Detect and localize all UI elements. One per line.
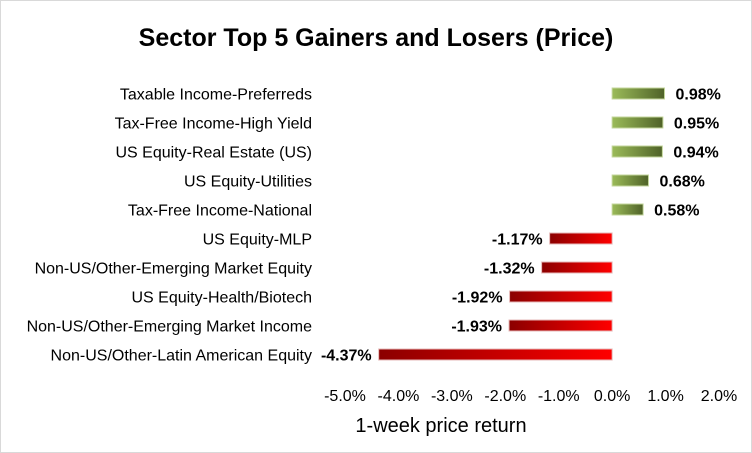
bars-layer — [378, 87, 666, 361]
data-labels: 0.98% 0.95% 0.94% 0.68% 0.58% -1.17% -1.32% -1.… — [321, 87, 721, 365]
x-tick-label: -2.0% — [484, 388, 526, 405]
data-label: 0.98% — [676, 87, 721, 104]
chart-title: Sector Top 5 Gainers and Losers (Price) — [139, 24, 614, 52]
data-label: -1.92% — [452, 290, 503, 307]
bar — [611, 145, 663, 158]
bar — [508, 319, 613, 332]
x-axis-title: 1-week price return — [355, 415, 526, 437]
category-label: Tax-Free Income-High Yield — [115, 116, 312, 133]
data-label: 0.95% — [674, 116, 719, 133]
x-tick-label: -4.0% — [378, 388, 420, 405]
category-label: Non-US/Other-Latin American Equity — [51, 348, 312, 365]
bar — [611, 87, 666, 100]
category-label: US Equity-Health/Biotech — [131, 290, 312, 307]
data-label: -1.17% — [492, 232, 543, 249]
x-tick-label: 1.0% — [647, 388, 683, 405]
x-tick-label: 2.0% — [701, 388, 737, 405]
category-label: Taxable Income-Preferreds — [120, 87, 312, 104]
data-label: 0.68% — [659, 174, 704, 191]
data-label: -4.37% — [321, 348, 372, 365]
x-tick-label: -1.0% — [538, 388, 580, 405]
bar — [611, 116, 664, 129]
data-label: 0.94% — [673, 145, 718, 162]
data-label: 0.58% — [654, 203, 699, 220]
category-label: Tax-Free Income-National — [128, 203, 312, 220]
x-axis-ticks: -5.0% -4.0% -3.0% -2.0% -1.0% 0.0% 1.0% 2.0% — [324, 388, 737, 405]
bar — [611, 174, 649, 187]
data-label: -1.93% — [451, 319, 502, 336]
x-tick-label: -3.0% — [431, 388, 473, 405]
bar — [509, 290, 613, 303]
bar — [378, 348, 613, 361]
category-label: US Equity-Real Estate (US) — [115, 145, 312, 162]
category-label: Non-US/Other-Emerging Market Income — [27, 319, 313, 336]
category-labels: Taxable Income-Preferreds Tax-Free Income… — [27, 87, 313, 365]
bar — [549, 232, 613, 245]
bar — [541, 261, 613, 274]
bar — [611, 203, 644, 216]
category-label: US Equity-MLP — [203, 232, 312, 249]
x-tick-label: -5.0% — [324, 388, 366, 405]
x-tick-label: 0.0% — [594, 388, 630, 405]
category-label: US Equity-Utilities — [184, 174, 312, 191]
category-label: Non-US/Other-Emerging Market Equity — [35, 261, 312, 278]
data-label: -1.32% — [484, 261, 535, 278]
